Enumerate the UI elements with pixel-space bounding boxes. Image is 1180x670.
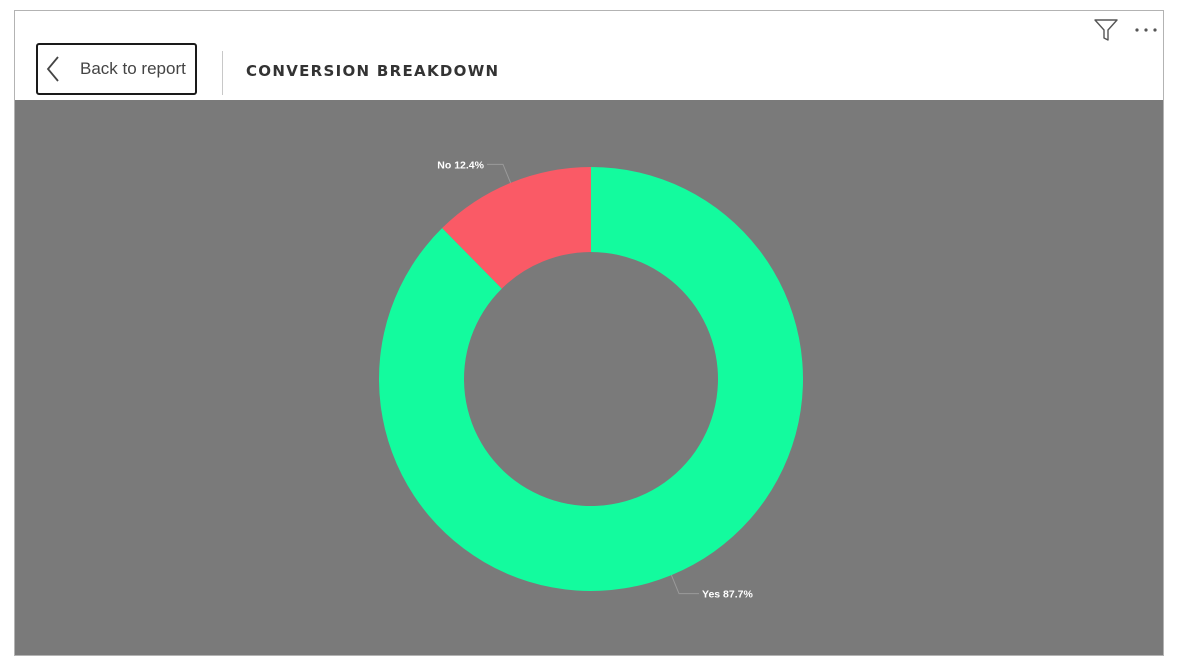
donut-slice-yes[interactable] (379, 167, 803, 591)
focus-header: Back to report CONVERSION BREAKDOWN (15, 11, 1163, 100)
chevron-left-icon (42, 54, 64, 84)
leader-line-no (486, 163, 512, 184)
back-to-report-button[interactable]: Back to report (36, 43, 197, 95)
filter-icon[interactable] (1093, 18, 1119, 42)
header-divider (222, 51, 223, 95)
back-to-report-label: Back to report (80, 59, 186, 78)
page-title: CONVERSION BREAKDOWN (246, 62, 500, 80)
visual-frame: Back to report CONVERSION BREAKDOWN Yes … (14, 10, 1164, 656)
donut-chart[interactable]: Yes 87.7% No 12.4% (15, 100, 1165, 655)
donut-slice-no[interactable] (442, 167, 591, 289)
leader-line-yes (670, 574, 700, 595)
chart-canvas: Yes 87.7% No 12.4% (15, 100, 1163, 655)
data-label-yes: Yes 87.7% (702, 589, 753, 601)
data-label-no: No 12.4% (437, 159, 484, 171)
more-options-icon[interactable] (1133, 19, 1161, 41)
